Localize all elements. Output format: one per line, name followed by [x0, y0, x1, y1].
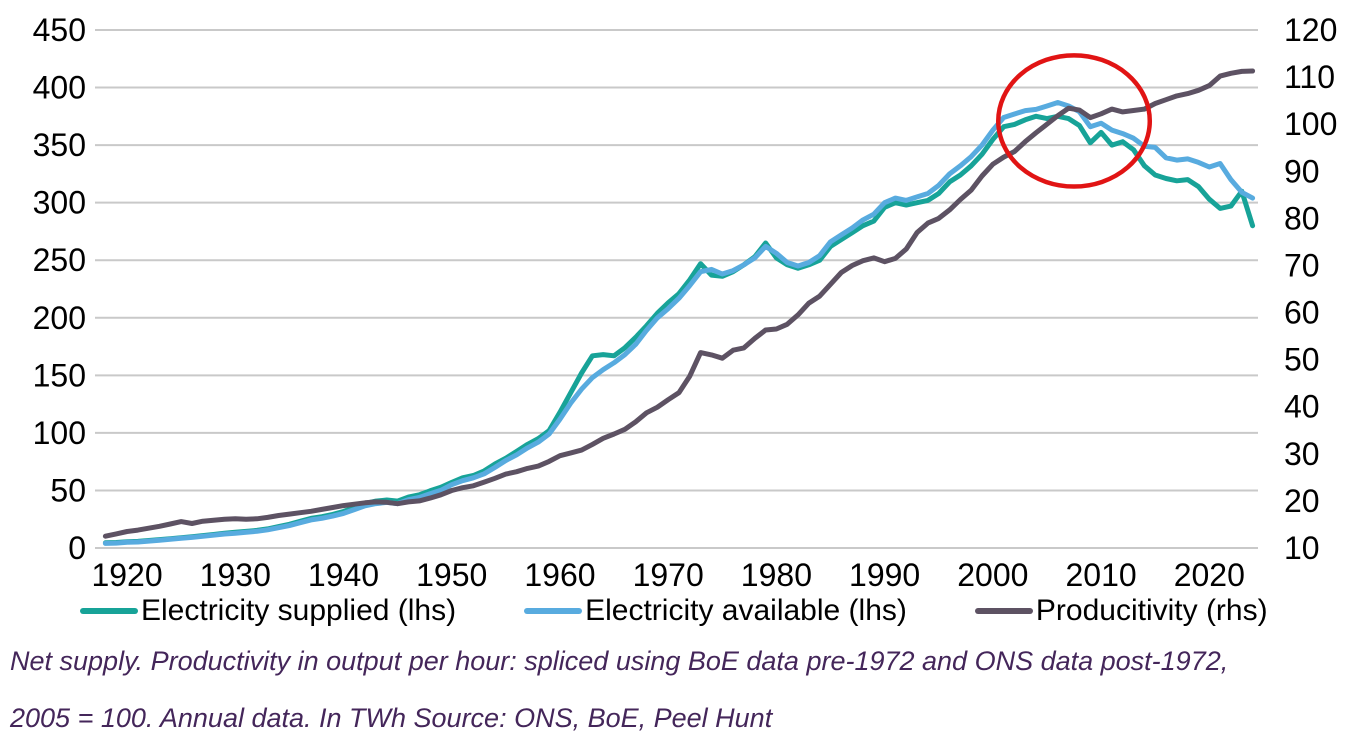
svg-text:200: 200 — [33, 300, 86, 336]
legend-swatch-available-icon — [524, 608, 583, 614]
svg-text:2000: 2000 — [957, 557, 1028, 592]
svg-text:1990: 1990 — [849, 557, 920, 592]
svg-text:1950: 1950 — [416, 557, 487, 592]
svg-text:50: 50 — [1284, 342, 1320, 378]
svg-text:80: 80 — [1284, 200, 1320, 236]
legend-swatch-supplied-icon — [80, 608, 138, 614]
legend-item-productivity: Producitivity (rhs) — [974, 594, 1268, 628]
svg-text:400: 400 — [33, 70, 86, 106]
chart-canvas: 0 50 100 150 200 250 300 350 400 450 10 20 30 40 50 60 7… — [33, 12, 1338, 592]
svg-text:70: 70 — [1284, 247, 1320, 283]
svg-text:300: 300 — [33, 185, 86, 221]
svg-text:100: 100 — [1284, 106, 1337, 142]
svg-text:110: 110 — [1284, 59, 1335, 95]
svg-text:20: 20 — [1284, 483, 1320, 519]
svg-text:350: 350 — [33, 127, 86, 163]
svg-text:250: 250 — [33, 242, 86, 278]
svg-text:60: 60 — [1284, 295, 1320, 331]
svg-text:120: 120 — [1284, 12, 1337, 48]
caption-line-2: 2005 = 100. Annual data. In TWh Source: … — [10, 703, 773, 733]
caption-line-1: Net supply. Productivity in output per h… — [10, 646, 1229, 676]
svg-text:90: 90 — [1284, 153, 1320, 189]
svg-text:2020: 2020 — [1174, 557, 1245, 592]
svg-text:0: 0 — [68, 530, 86, 566]
svg-text:1930: 1930 — [200, 557, 271, 592]
svg-text:1970: 1970 — [633, 557, 704, 592]
legend-label-available: Electricity available (lhs) — [585, 594, 907, 627]
svg-text:10: 10 — [1284, 530, 1320, 566]
svg-text:1980: 1980 — [741, 557, 812, 592]
svg-text:1920: 1920 — [91, 557, 162, 592]
legend-swatch-productivity-icon — [974, 608, 1033, 614]
svg-text:100: 100 — [33, 415, 86, 451]
svg-text:40: 40 — [1284, 389, 1320, 425]
chart-caption: Net supply. Productivity in output per h… — [0, 648, 1368, 732]
svg-text:1960: 1960 — [524, 557, 595, 592]
chart-legend: Electricity supplied (lhs) Electricity a… — [0, 594, 1368, 628]
legend-item-electricity-available: Electricity available (lhs) — [524, 594, 907, 628]
legend-item-electricity-supplied: Electricity supplied (lhs) — [80, 594, 456, 628]
legend-label-supplied: Electricity supplied (lhs) — [141, 594, 457, 627]
legend-label-productivity: Producitivity (rhs) — [1035, 594, 1268, 627]
svg-text:150: 150 — [33, 357, 86, 393]
svg-text:50: 50 — [50, 472, 86, 508]
svg-text:450: 450 — [33, 12, 86, 48]
svg-text:30: 30 — [1284, 436, 1320, 472]
svg-text:1940: 1940 — [308, 557, 379, 592]
svg-text:2010: 2010 — [1065, 557, 1136, 592]
